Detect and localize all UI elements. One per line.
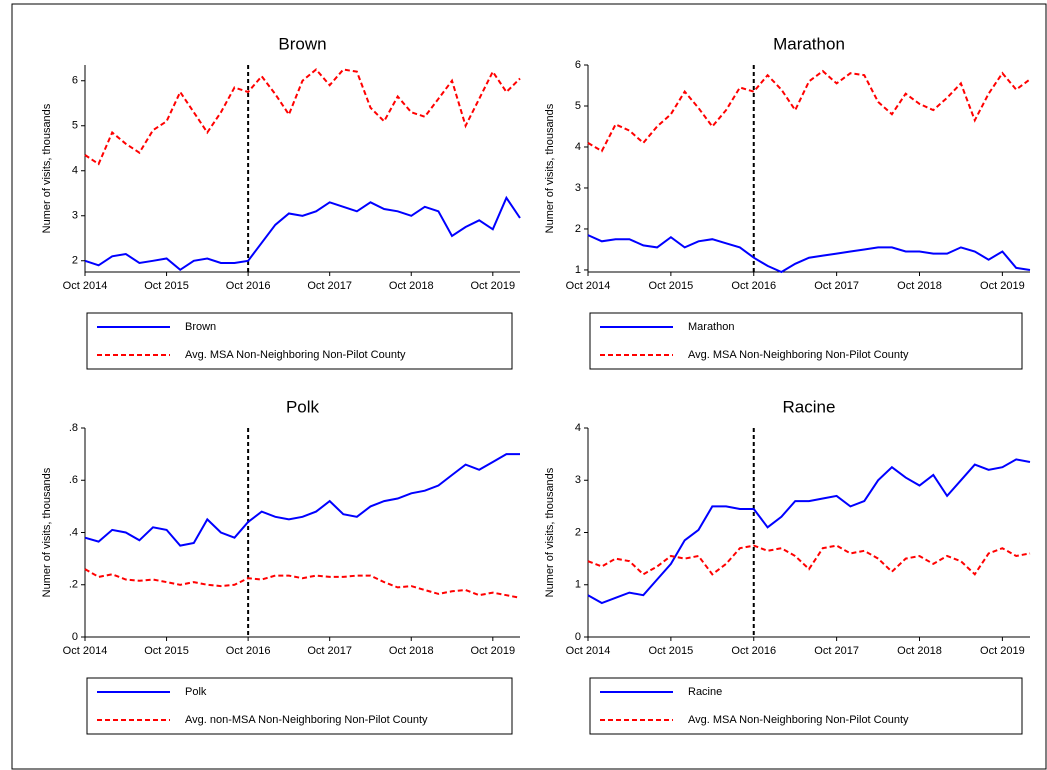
x-tick-label: Oct 2019 xyxy=(470,280,515,292)
panel-title: Brown xyxy=(278,34,326,53)
x-tick-label: Oct 2017 xyxy=(814,280,859,292)
x-tick-label: Oct 2018 xyxy=(897,645,942,657)
y-tick-label: 4 xyxy=(575,141,581,153)
series-line xyxy=(84,453,520,547)
legend-box xyxy=(86,312,513,370)
panel-title: Racine xyxy=(783,397,836,416)
y-tick-label: 2 xyxy=(575,526,581,538)
y-tick-label: 1 xyxy=(575,579,581,591)
x-tick-label: Oct 2018 xyxy=(389,645,434,657)
y-tick-label: 1 xyxy=(575,264,581,276)
x-tick-label: Oct 2014 xyxy=(63,280,108,292)
legend-label: Avg. MSA Non-Neighboring Non-Pilot Count… xyxy=(185,349,406,361)
legend-label: Avg. MSA Non-Neighboring Non-Pilot Count… xyxy=(688,349,909,361)
legend-box xyxy=(589,677,1023,735)
y-tick-label: 5 xyxy=(575,100,581,112)
x-tick-label: Oct 2017 xyxy=(307,280,352,292)
x-tick-label: Oct 2019 xyxy=(980,280,1025,292)
y-tick-label: 3 xyxy=(575,182,581,194)
legend-label: Avg. MSA Non-Neighboring Non-Pilot Count… xyxy=(688,714,909,726)
x-tick-label: Oct 2015 xyxy=(649,645,694,657)
series-line xyxy=(587,458,1031,605)
page-frame xyxy=(11,3,1047,770)
x-tick-label: Oct 2019 xyxy=(470,645,515,657)
y-tick-label: .4 xyxy=(69,526,78,538)
x-tick-label: Oct 2017 xyxy=(814,645,859,657)
y-tick-label: 3 xyxy=(575,474,581,486)
x-tick-label: Oct 2016 xyxy=(731,280,776,292)
panel-title: Polk xyxy=(286,397,320,416)
series-line xyxy=(587,544,1031,576)
y-tick-label: .6 xyxy=(69,474,78,486)
y-axis-label: Numer of visits, thousands xyxy=(544,467,556,597)
y-tick-label: .2 xyxy=(69,579,78,591)
y-tick-label: 6 xyxy=(575,59,581,71)
x-tick-label: Oct 2015 xyxy=(144,645,189,657)
x-tick-label: Oct 2014 xyxy=(63,645,108,657)
y-tick-label: 5 xyxy=(72,120,78,132)
legend-box xyxy=(86,677,513,735)
x-tick-label: Oct 2015 xyxy=(144,280,189,292)
x-tick-label: Oct 2017 xyxy=(307,645,352,657)
series-line xyxy=(587,69,1031,153)
y-tick-label: .8 xyxy=(69,422,78,434)
x-tick-label: Oct 2018 xyxy=(389,280,434,292)
y-tick-label: 3 xyxy=(72,210,78,222)
legend-label: Racine xyxy=(688,686,722,698)
y-tick-label: 2 xyxy=(72,255,78,267)
y-axis-label: Numer of visits, thousands xyxy=(41,103,53,233)
y-tick-label: 4 xyxy=(575,422,581,434)
legend-label: Polk xyxy=(185,686,207,698)
x-tick-label: Oct 2015 xyxy=(649,280,694,292)
series-line xyxy=(84,195,521,272)
x-tick-label: Oct 2016 xyxy=(731,645,776,657)
panel-title: Marathon xyxy=(773,34,845,53)
x-tick-label: Oct 2016 xyxy=(226,280,271,292)
y-tick-label: 2 xyxy=(575,223,581,235)
legend-label: Avg. non-MSA Non-Neighboring Non-Pilot C… xyxy=(185,714,428,726)
y-tick-label: 4 xyxy=(72,165,78,177)
x-tick-label: Oct 2018 xyxy=(897,280,942,292)
legend-label: Brown xyxy=(185,321,216,333)
legend-box xyxy=(589,312,1023,370)
x-tick-label: Oct 2014 xyxy=(566,645,611,657)
y-axis-label: Numer of visits, thousands xyxy=(41,467,53,597)
series-line xyxy=(587,234,1031,274)
series-line xyxy=(84,68,521,166)
series-line xyxy=(84,568,521,599)
y-tick-label: 6 xyxy=(72,75,78,87)
y-axis-label: Numer of visits, thousands xyxy=(544,103,556,233)
x-tick-label: Oct 2016 xyxy=(226,645,271,657)
x-tick-label: Oct 2014 xyxy=(566,280,611,292)
legend-label: Marathon xyxy=(688,321,734,333)
y-tick-label: 0 xyxy=(575,631,581,643)
y-tick-label: 0 xyxy=(72,631,78,643)
x-tick-label: Oct 2019 xyxy=(980,645,1025,657)
